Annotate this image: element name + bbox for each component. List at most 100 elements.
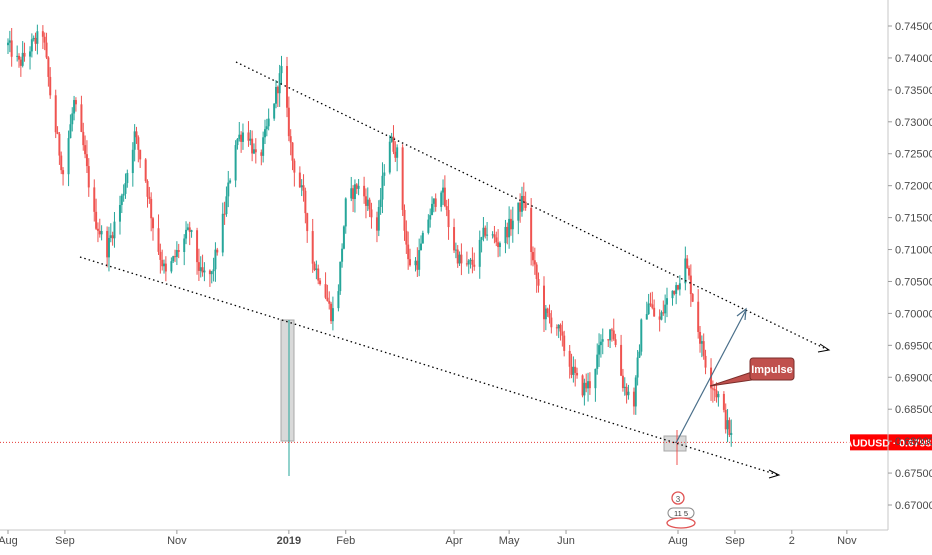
candle-body — [688, 267, 691, 276]
candle-body — [543, 285, 545, 320]
candle-body — [530, 207, 533, 253]
candle-body — [445, 206, 448, 210]
y-tick-label: 0.71500 — [895, 213, 932, 225]
candle-body — [286, 66, 289, 108]
candle-body — [298, 172, 301, 188]
candle-body — [409, 259, 411, 266]
candle-body — [135, 131, 138, 138]
candle-body — [401, 147, 404, 210]
x-tick-label: Sep — [725, 535, 745, 547]
candle-body — [482, 227, 485, 238]
candle-body — [247, 132, 250, 141]
candle-body — [352, 188, 355, 200]
candle-body — [95, 211, 98, 229]
candle-body — [177, 250, 180, 252]
candle-body — [519, 202, 522, 212]
candle-body — [344, 198, 347, 227]
candle-body — [302, 185, 305, 191]
candle-body — [197, 262, 200, 271]
candle-body — [713, 388, 716, 391]
candle-body — [251, 138, 254, 154]
y-tick-label: 0.74500 — [895, 21, 932, 33]
x-tick-label: Nov — [837, 535, 857, 547]
candle-body — [133, 131, 136, 150]
candle-body — [671, 290, 674, 299]
last-price-badge — [850, 434, 932, 451]
candle-body — [599, 341, 602, 346]
candle-body — [311, 231, 314, 264]
candle-body — [366, 199, 369, 206]
candle-body — [32, 37, 35, 40]
candle-body — [363, 185, 366, 197]
candle-body — [18, 55, 21, 60]
candle-body — [225, 196, 228, 215]
callout-pointer — [709, 371, 753, 387]
candle-body — [458, 254, 461, 264]
candle-body — [69, 124, 72, 139]
x-tick-label: Feb — [336, 535, 355, 547]
candle-body — [364, 196, 367, 206]
candle-body — [561, 331, 564, 336]
y-tick-label: 0.74000 — [895, 53, 932, 65]
candle-body — [614, 339, 617, 345]
candle-body — [660, 312, 663, 320]
candle-body — [607, 339, 610, 341]
candle-body — [252, 149, 255, 154]
candle-body — [87, 166, 90, 188]
candle-body — [686, 258, 689, 268]
candle-body — [229, 180, 232, 183]
candle-body — [726, 420, 729, 430]
candle-body — [453, 227, 456, 251]
candle-body — [486, 234, 489, 236]
x-tick-label: Aug — [0, 535, 18, 547]
candle-body — [241, 132, 244, 142]
candle-body — [491, 234, 494, 236]
candle-body — [506, 226, 509, 238]
candle-body — [594, 368, 597, 389]
candle-body — [152, 218, 155, 229]
candle-body — [355, 184, 358, 189]
y-tick-label: 0.73000 — [895, 117, 932, 129]
candle-body — [722, 393, 725, 410]
candle-body — [313, 263, 316, 270]
candle-body — [263, 129, 266, 138]
trend-lines — [79, 61, 831, 479]
candle-body — [287, 107, 290, 137]
candle-body — [330, 303, 333, 322]
candle-body — [381, 175, 384, 200]
price-line: AUDUSD · 0.67981 — [0, 434, 932, 451]
candle-body — [636, 357, 639, 378]
candle-body — [223, 213, 226, 215]
candle-body — [30, 39, 33, 52]
candle-body — [691, 294, 694, 302]
candle-body — [596, 354, 599, 369]
candle-body — [234, 145, 237, 181]
candle-body — [185, 229, 188, 239]
candle-body — [212, 269, 215, 272]
candle-body — [43, 36, 46, 43]
candle-body — [60, 155, 63, 171]
candle-body — [664, 304, 667, 314]
candle-body — [465, 263, 468, 265]
candle-body — [700, 341, 703, 344]
candle-body — [511, 220, 514, 230]
candle-body — [350, 188, 353, 199]
upper-channel-arrowhead — [817, 343, 831, 353]
y-tick-label: 0.70500 — [895, 276, 932, 288]
candle-body — [111, 235, 114, 239]
candle-body — [524, 201, 527, 208]
candle-body — [146, 181, 149, 197]
candle-body — [675, 285, 678, 294]
candle-body — [326, 297, 329, 301]
candle-body — [711, 388, 714, 390]
candle-body — [273, 103, 276, 119]
lower-channel-line — [79, 256, 779, 476]
candle-body — [148, 196, 151, 199]
candle-body — [7, 42, 9, 46]
y-axis: 0.74500 0.74000 0.73500 0.73000 0.72500 0.720… — [887, 0, 932, 530]
candle-body — [100, 230, 103, 235]
candle-body — [432, 198, 435, 204]
candle-body — [370, 209, 373, 218]
candle-body — [29, 51, 32, 57]
